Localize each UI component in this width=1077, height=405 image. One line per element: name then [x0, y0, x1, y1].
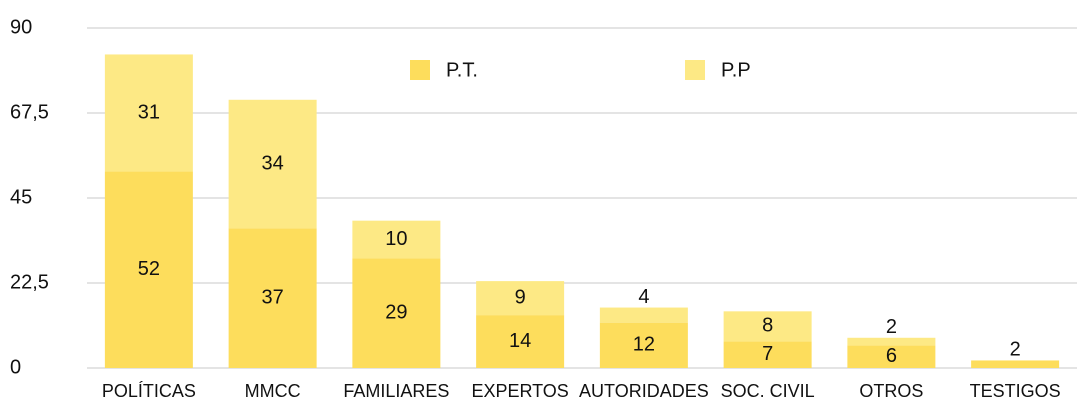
y-tick-label: 45	[10, 186, 32, 208]
data-label: 8	[762, 315, 773, 337]
y-tick-label: 0	[10, 356, 21, 378]
bar-segment	[847, 337, 936, 346]
y-tick-label: 67,5	[10, 101, 49, 123]
data-label: 9	[515, 286, 526, 308]
bar-segment	[352, 220, 441, 259]
x-tick-label: OTROS	[859, 381, 923, 401]
data-label: 14	[509, 330, 531, 352]
data-label: 2	[886, 316, 897, 338]
legend-swatch	[685, 60, 705, 80]
bar-segment	[847, 345, 936, 368]
bar-segment	[228, 99, 317, 229]
bar-segment	[352, 258, 441, 368]
bar-segment	[104, 171, 193, 368]
bar-segment	[723, 311, 812, 342]
y-tick-label: 22,5	[10, 271, 49, 293]
data-label: 52	[138, 258, 160, 280]
x-tick-label: EXPERTOS	[471, 381, 568, 401]
data-label: 2	[1010, 339, 1021, 361]
bar-segment	[971, 360, 1060, 368]
bar-segment	[599, 307, 688, 323]
x-tick-label: SOC. CIVIL	[721, 381, 815, 401]
bar-segment	[104, 54, 193, 172]
x-tick-label: FAMILIARES	[343, 381, 449, 401]
data-label: 31	[138, 101, 160, 123]
bar-segment	[476, 315, 565, 368]
data-label: 12	[633, 334, 655, 356]
data-label: 4	[638, 286, 649, 308]
data-label: 34	[262, 152, 284, 174]
data-label: 10	[385, 228, 407, 250]
data-label: 37	[262, 286, 284, 308]
legend-swatch	[410, 60, 430, 80]
x-tick-label: POLÍTICAS	[102, 381, 196, 401]
legend-label: P.T.	[446, 59, 478, 81]
legend-label: P.P	[721, 59, 751, 81]
bar-segment	[476, 281, 565, 316]
bar-segment	[228, 228, 317, 368]
data-label: 7	[762, 343, 773, 365]
x-tick-label: MMCC	[245, 381, 301, 401]
bar-segment	[599, 322, 688, 368]
x-tick-label: AUTORIDADES	[579, 381, 709, 401]
x-tick-label: TESTIGOS	[970, 381, 1061, 401]
y-tick-label: 90	[10, 16, 32, 38]
data-label: 29	[385, 302, 407, 324]
data-label: 6	[886, 345, 897, 367]
bar-segment	[723, 341, 812, 368]
